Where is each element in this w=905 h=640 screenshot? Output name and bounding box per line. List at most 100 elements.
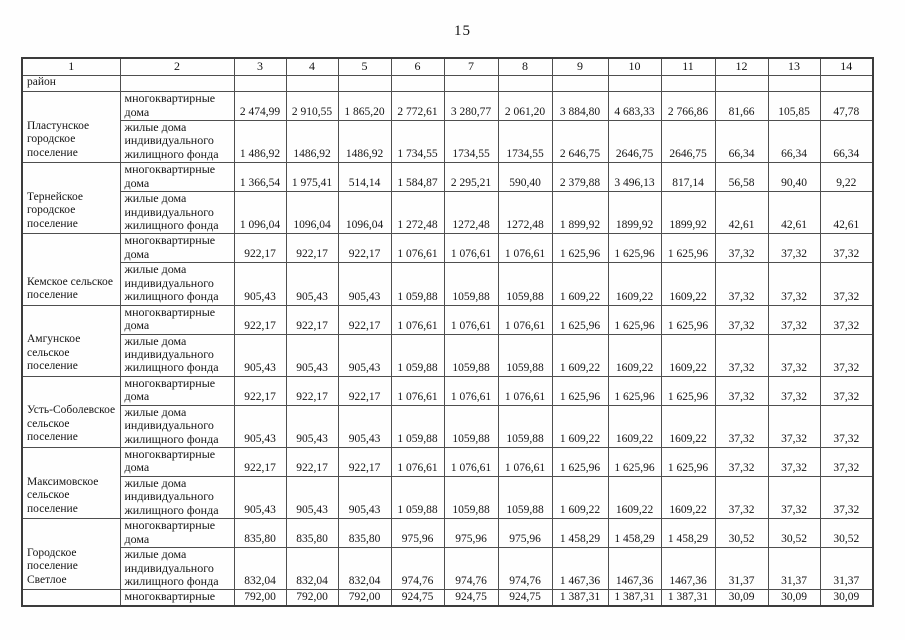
continuation-row: район bbox=[21, 74, 874, 93]
individual-houses-row: жилые дома индивидуального жилищного фон… bbox=[22, 475, 874, 520]
value-cell: 905,43 bbox=[233, 262, 287, 306]
value-cell: 905,43 bbox=[337, 404, 392, 449]
individual-houses-row: жилые дома индивидуального жилищного фон… bbox=[22, 191, 874, 235]
value-cell: 37,32 bbox=[819, 304, 874, 335]
value-cell: 1272,48 bbox=[443, 191, 499, 235]
value-cell: 1 625,96 bbox=[551, 447, 609, 477]
value-cell: 1 458,29 bbox=[551, 518, 609, 549]
district-continuation-label: район bbox=[21, 74, 121, 93]
value-cell: 1609,22 bbox=[660, 262, 716, 306]
value-cell: 66,34 bbox=[767, 119, 821, 164]
value-cell: 2 474,99 bbox=[233, 91, 287, 121]
value-cell: 975,96 bbox=[443, 518, 499, 549]
value-cell: 905,43 bbox=[337, 475, 392, 520]
value-cell: 1609,22 bbox=[607, 475, 662, 520]
value-cell: 1 625,96 bbox=[607, 304, 662, 335]
value-cell: 1059,88 bbox=[443, 262, 499, 306]
value-cell: 37,32 bbox=[767, 475, 821, 520]
value-cell: 924,75 bbox=[497, 589, 553, 607]
apartment-houses-row: Пластунское городское поселение многоквар… bbox=[21, 91, 874, 164]
value-cell: 1734,55 bbox=[443, 119, 499, 164]
value-cell: 974,76 bbox=[443, 547, 499, 591]
column-header: 9 bbox=[551, 57, 609, 76]
value-cell: 2 766,86 bbox=[660, 91, 716, 121]
value-cell: 56,58 bbox=[714, 162, 769, 193]
value-cell: 30,52 bbox=[819, 518, 874, 549]
value-cell: 1059,88 bbox=[443, 333, 499, 377]
value-cell: 2 061,20 bbox=[497, 91, 553, 121]
value-cell: 1 609,22 bbox=[551, 262, 609, 306]
value-cell: 1609,22 bbox=[660, 404, 716, 449]
value-cell: 3 280,77 bbox=[443, 91, 499, 121]
value-cell: 47,78 bbox=[819, 91, 874, 121]
empty-cell bbox=[767, 74, 821, 93]
empty-cell bbox=[551, 74, 609, 93]
value-cell: 1 387,31 bbox=[607, 589, 662, 607]
value-cell: 1 899,92 bbox=[551, 191, 609, 235]
value-cell: 905,43 bbox=[285, 475, 339, 520]
housing-type-label: многоквартирные дома bbox=[119, 91, 235, 121]
value-cell: 1 625,96 bbox=[660, 304, 716, 335]
value-cell: 1059,88 bbox=[497, 404, 553, 449]
value-cell: 1609,22 bbox=[607, 333, 662, 377]
column-header: 14 bbox=[819, 57, 874, 76]
empty-cell bbox=[337, 74, 392, 93]
settlement-name: Тернейское городское поселение bbox=[21, 162, 121, 235]
page-number: 15 bbox=[454, 23, 471, 39]
value-cell: 2 646,75 bbox=[551, 119, 609, 164]
value-cell: 1 625,96 bbox=[551, 375, 609, 406]
value-cell: 1 609,22 bbox=[551, 475, 609, 520]
value-cell: 835,80 bbox=[337, 518, 392, 549]
value-cell: 1 096,04 bbox=[233, 191, 287, 235]
value-cell: 905,43 bbox=[285, 333, 339, 377]
value-cell: 1609,22 bbox=[660, 333, 716, 377]
individual-houses-row: жилые дома индивидуального жилищного фон… bbox=[22, 333, 874, 377]
value-cell: 1 458,29 bbox=[660, 518, 716, 549]
column-header: 6 bbox=[390, 57, 445, 76]
value-cell: 922,17 bbox=[233, 375, 287, 406]
value-cell: 81,66 bbox=[714, 91, 769, 121]
value-cell: 37,32 bbox=[714, 304, 769, 335]
value-cell: 2 295,21 bbox=[443, 162, 499, 193]
settlement-name: Городское поселение Светлое bbox=[21, 518, 121, 591]
value-cell: 1 076,61 bbox=[390, 375, 445, 406]
apartment-houses-row: Амгунское сельское поселение многоквартир… bbox=[21, 304, 874, 377]
value-cell: 37,32 bbox=[767, 262, 821, 306]
individual-houses-row: жилые дома индивидуального жилищного фон… bbox=[22, 404, 874, 449]
value-cell: 905,43 bbox=[233, 475, 287, 520]
value-cell: 37,32 bbox=[767, 233, 821, 264]
value-cell: 1 584,87 bbox=[390, 162, 445, 193]
tariff-table: 1 2 3 4 5 6 7 8 9 10 11 12 13 14 район Пластунское го… bbox=[21, 57, 874, 607]
value-cell: 1 625,96 bbox=[660, 447, 716, 477]
value-cell: 37,32 bbox=[714, 233, 769, 264]
value-cell: 30,09 bbox=[767, 589, 821, 607]
value-cell: 922,17 bbox=[337, 304, 392, 335]
value-cell: 975,96 bbox=[390, 518, 445, 549]
value-cell: 792,00 bbox=[337, 589, 392, 607]
value-cell: 37,32 bbox=[714, 375, 769, 406]
value-cell: 514,14 bbox=[337, 162, 392, 193]
individual-houses-row: жилые дома индивидуального жилищного фон… bbox=[22, 547, 874, 591]
value-cell: 974,76 bbox=[390, 547, 445, 591]
housing-type-label: жилые дома индивидуального жилищного фон… bbox=[119, 404, 235, 449]
value-cell: 922,17 bbox=[285, 233, 339, 264]
value-cell: 1467,36 bbox=[660, 547, 716, 591]
value-cell: 1 076,61 bbox=[443, 233, 499, 264]
empty-cell bbox=[497, 74, 553, 93]
value-cell: 905,43 bbox=[285, 404, 339, 449]
value-cell: 975,96 bbox=[497, 518, 553, 549]
empty-cell bbox=[607, 74, 662, 93]
value-cell: 1096,04 bbox=[285, 191, 339, 235]
apartment-houses-row: Тернейское городское поселение многокварт… bbox=[21, 162, 874, 235]
column-header: 1 bbox=[21, 57, 121, 76]
value-cell: 37,32 bbox=[767, 447, 821, 477]
individual-houses-row: жилые дома индивидуального жилищного фон… bbox=[22, 262, 874, 306]
value-cell: 37,32 bbox=[819, 404, 874, 449]
value-cell: 1096,04 bbox=[337, 191, 392, 235]
value-cell: 922,17 bbox=[285, 304, 339, 335]
value-cell: 37,32 bbox=[767, 375, 821, 406]
housing-type-label: многоквартирные дома bbox=[119, 233, 235, 264]
individual-houses-row: жилые дома индивидуального жилищного фон… bbox=[22, 119, 874, 164]
housing-type-label: многоквартирные дома bbox=[119, 162, 235, 193]
value-cell: 30,52 bbox=[767, 518, 821, 549]
